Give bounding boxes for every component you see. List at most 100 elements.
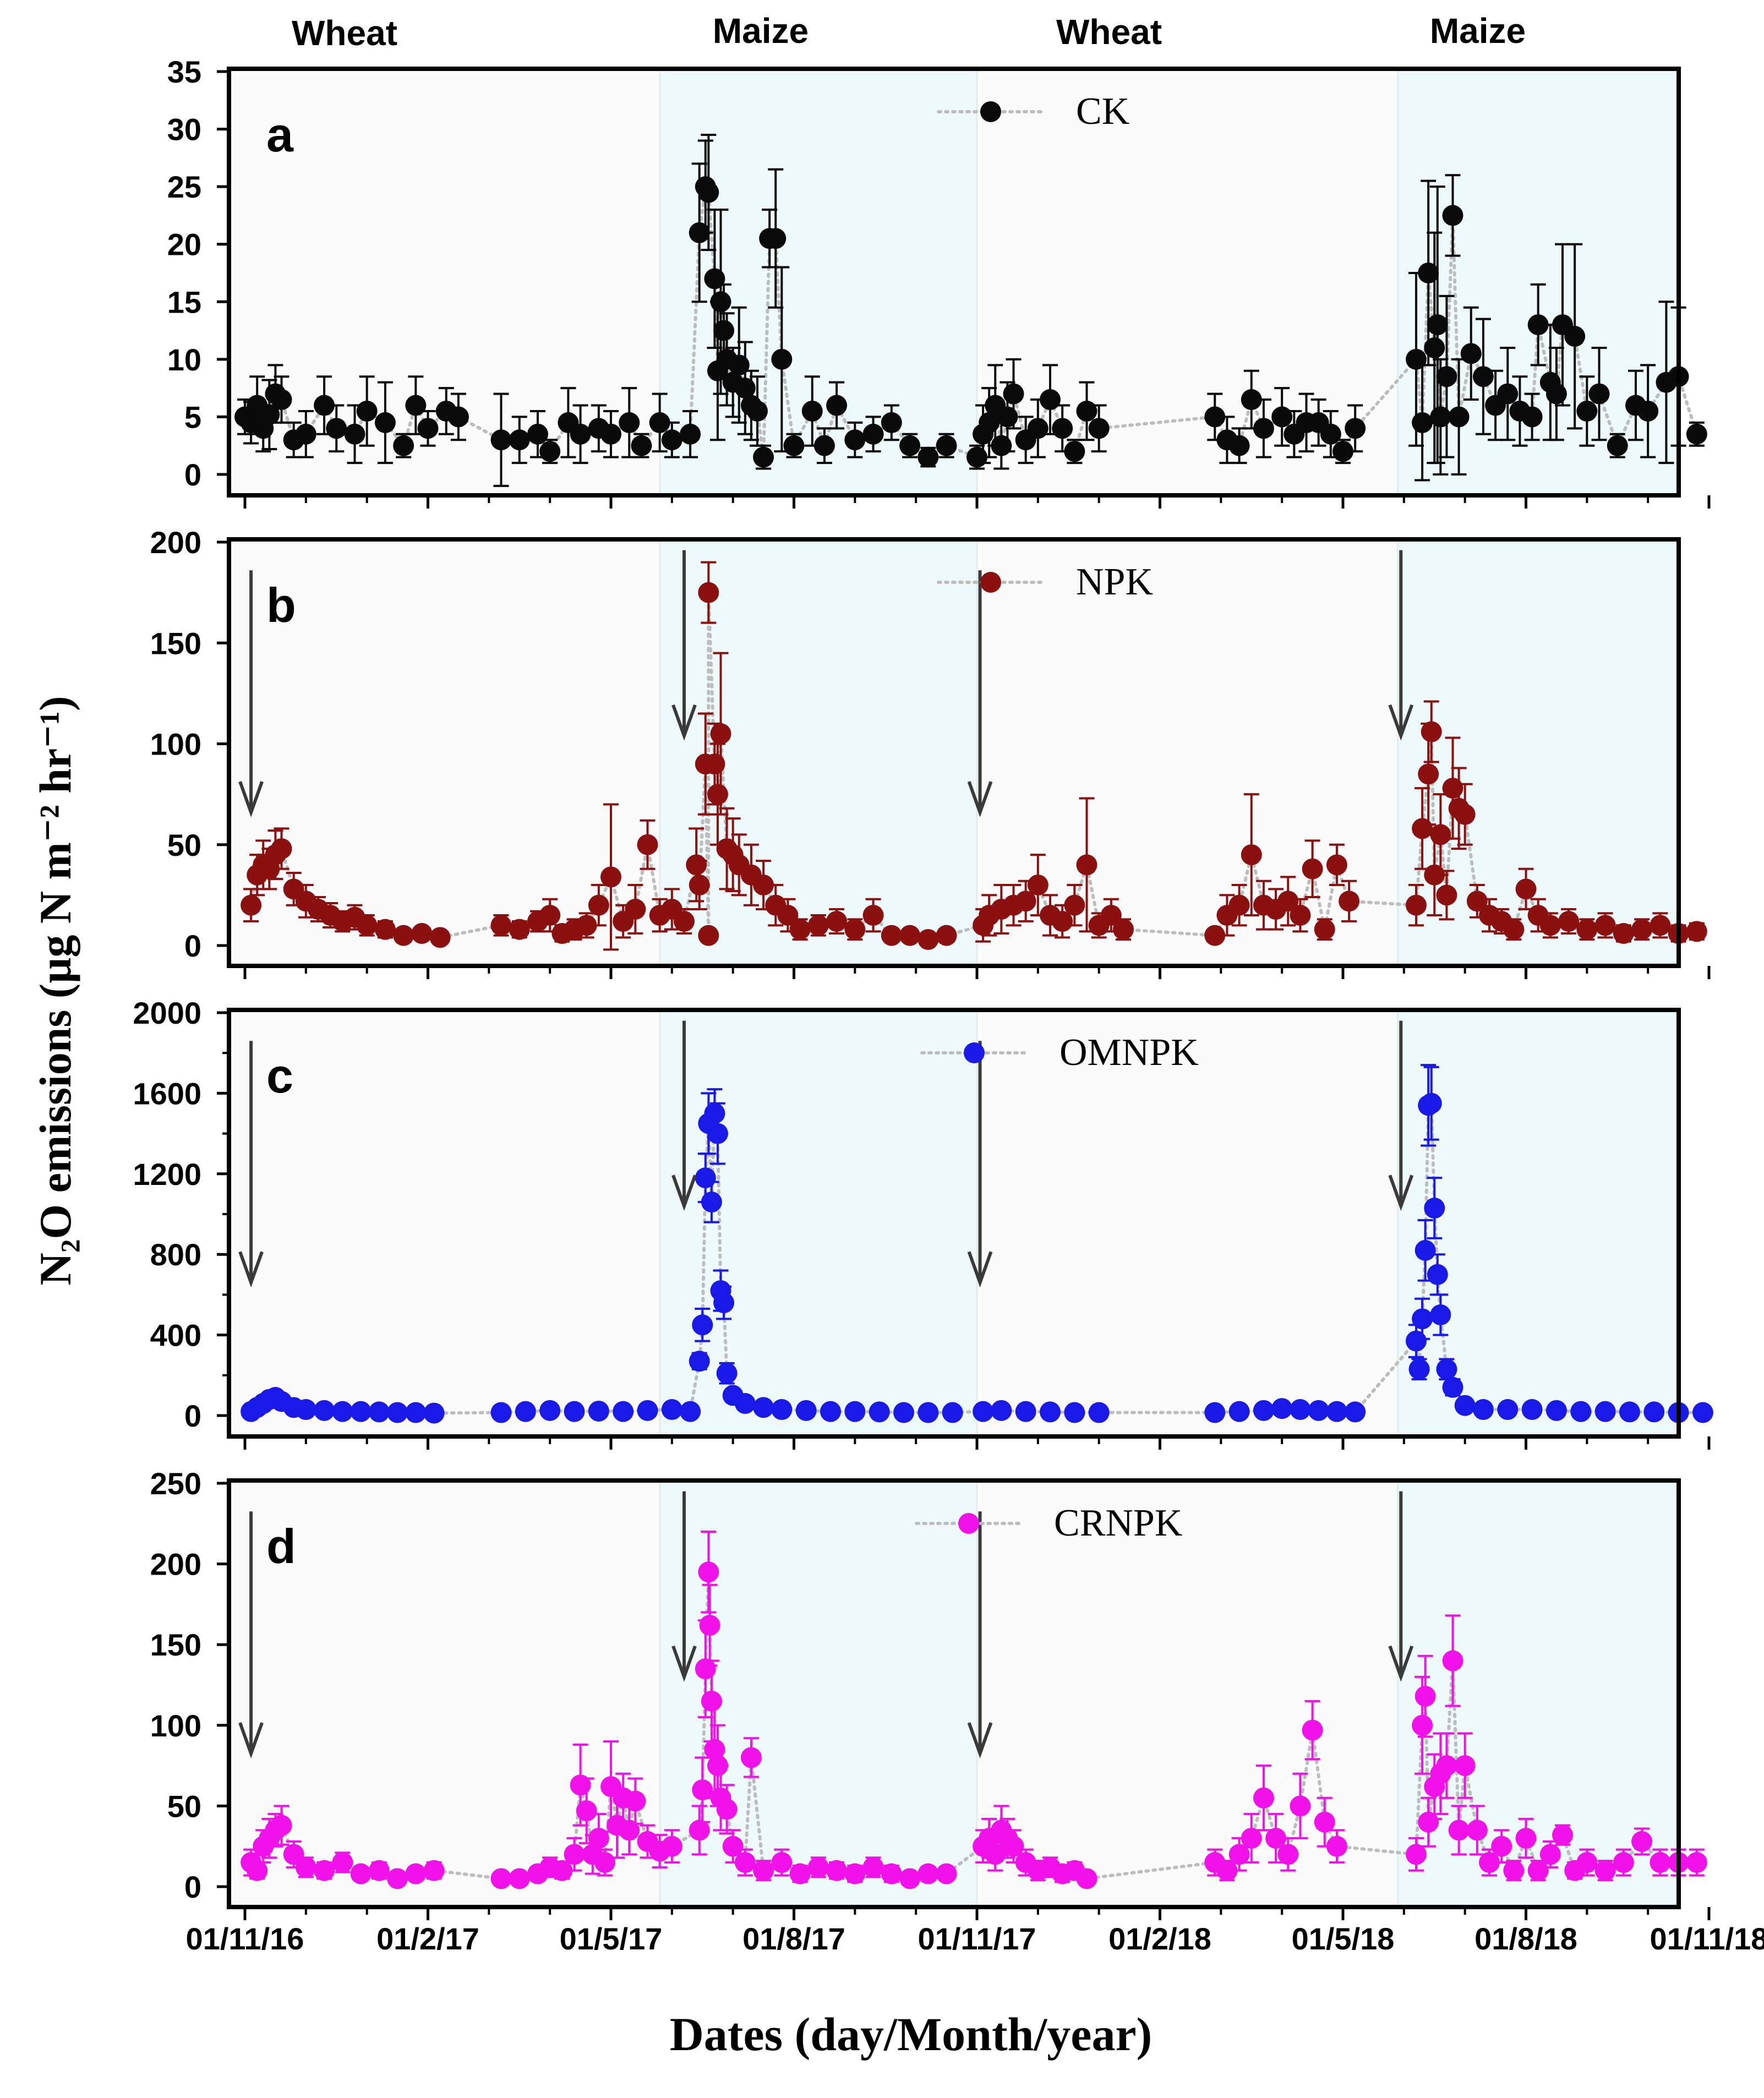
data-point-CRNPK: [576, 1800, 597, 1822]
data-point-CK: [374, 412, 396, 433]
data-point-OMNPK: [1619, 1401, 1640, 1423]
data-point-CK: [649, 412, 670, 433]
legend-marker: [958, 1513, 979, 1534]
data-point-CRNPK: [271, 1815, 292, 1836]
data-point-NPK: [789, 919, 811, 940]
data-point-CK: [710, 291, 731, 313]
panel-b: 0 50 100 150 200 b NPK: [150, 525, 1711, 979]
data-point-NPK: [374, 919, 396, 940]
data-point-OMNPK: [1088, 1402, 1110, 1423]
data-point-NPK: [637, 834, 658, 855]
data-point-CRNPK: [1436, 1755, 1457, 1777]
data-point-OMNPK: [1643, 1401, 1665, 1423]
data-point-NPK: [1052, 911, 1073, 932]
data-point-CRNPK: [789, 1863, 811, 1884]
data-point-OMNPK: [1064, 1402, 1085, 1423]
data-point-CK: [680, 423, 701, 445]
data-point-CK: [1271, 406, 1293, 428]
panel-c-x-ticks: [243, 1436, 1711, 1450]
data-point-NPK: [1302, 858, 1323, 879]
data-point-OMNPK: [423, 1402, 445, 1424]
y-tick-label: 10: [167, 342, 201, 377]
data-point-CK: [509, 429, 530, 451]
data-point-CRNPK: [314, 1860, 335, 1881]
x-tick-label: 01/5/18: [1292, 1921, 1395, 1956]
y-tick-label: 400: [150, 1318, 201, 1353]
data-point-NPK: [1424, 864, 1445, 886]
data-point-OMNPK: [1472, 1399, 1494, 1420]
legend-marker: [980, 101, 1001, 122]
x-tick-label: 01/8/18: [1474, 1921, 1577, 1956]
data-point-CK: [826, 395, 848, 416]
data-point-CRNPK: [707, 1755, 728, 1777]
data-point-CK: [1345, 418, 1366, 439]
data-point-CK: [1418, 263, 1439, 283]
data-point-CRNPK: [699, 1615, 720, 1636]
data-point-CK: [619, 412, 640, 433]
data-point-CK: [1497, 383, 1519, 405]
data-point-CRNPK: [368, 1860, 390, 1881]
data-point-NPK: [1576, 919, 1598, 940]
data-point-NPK: [1613, 923, 1634, 944]
data-point-CRNPK: [1527, 1860, 1549, 1881]
data-point-NPK: [777, 905, 799, 926]
data-point-NPK: [1204, 925, 1226, 946]
data-point-OMNPK: [973, 1401, 994, 1422]
data-point-CRNPK: [899, 1868, 921, 1889]
data-point-OMNPK: [844, 1401, 866, 1422]
data-point-CRNPK: [1412, 1714, 1433, 1736]
data-point-CK: [1448, 406, 1470, 428]
data-point-OMNPK: [1040, 1401, 1061, 1423]
panel-b-x-ticks: [243, 966, 1711, 979]
y-tick-label: 0: [184, 457, 201, 492]
data-point-OMNPK: [1271, 1398, 1293, 1419]
data-point-CRNPK: [247, 1860, 268, 1881]
data-point-CRNPK: [1415, 1686, 1436, 1707]
data-point-CRNPK: [1686, 1852, 1707, 1873]
data-point-OMNPK: [564, 1401, 585, 1422]
data-point-OMNPK: [295, 1399, 316, 1420]
panel-c: 0 400 800 1200 1600 2000 c OMNPK: [133, 996, 1713, 1450]
data-point-CK: [539, 441, 561, 462]
data-point-OMNPK: [1427, 1264, 1448, 1285]
data-point-OMNPK: [713, 1292, 735, 1314]
data-point-NPK: [862, 905, 884, 926]
data-point-CRNPK: [661, 1835, 682, 1857]
data-point-NPK: [1277, 890, 1299, 912]
data-point-CRNPK: [695, 1658, 716, 1680]
data-point-CK: [271, 389, 292, 411]
data-point-OMNPK: [795, 1400, 817, 1421]
data-point-NPK: [539, 905, 561, 926]
fertilization-arrow-icon: [238, 570, 264, 818]
data-point-OMNPK: [1442, 1376, 1463, 1398]
data-point-CK: [753, 446, 774, 468]
data-point-NPK: [707, 784, 728, 805]
data-point-CK: [1027, 418, 1048, 439]
data-point-CRNPK: [985, 1844, 1006, 1865]
data-point-CRNPK: [1241, 1828, 1262, 1849]
y-tick-label: 30: [167, 112, 201, 147]
data-point-CRNPK: [1552, 1824, 1573, 1846]
data-point-OMNPK: [405, 1402, 427, 1423]
data-point-NPK: [1594, 915, 1616, 936]
data-point-OMNPK: [1545, 1400, 1567, 1421]
data-point-CRNPK: [918, 1863, 939, 1884]
data-point-NPK: [1650, 915, 1671, 936]
data-point-CK: [1427, 314, 1448, 336]
data-point-CK: [1320, 423, 1341, 445]
data-point-CRNPK: [1277, 1844, 1299, 1865]
panel-b-frame: [227, 537, 1681, 968]
data-point-CRNPK: [1454, 1755, 1476, 1777]
data-point-CRNPK: [1418, 1811, 1439, 1833]
panel-d-letter: d: [266, 1519, 296, 1574]
data-point-OMNPK: [1406, 1330, 1427, 1352]
x-tick-label: 01/2/17: [376, 1921, 479, 1956]
data-point-CK: [661, 429, 682, 451]
legend-label: NPK: [1076, 561, 1153, 603]
panel-d-legend: CRNPK: [915, 1502, 1182, 1544]
data-point-CRNPK: [826, 1860, 848, 1881]
data-point-OMNPK: [1497, 1399, 1519, 1420]
y-tick-label: 50: [167, 828, 201, 862]
data-point-CRNPK: [1314, 1811, 1335, 1833]
data-point-OMNPK: [692, 1314, 713, 1336]
